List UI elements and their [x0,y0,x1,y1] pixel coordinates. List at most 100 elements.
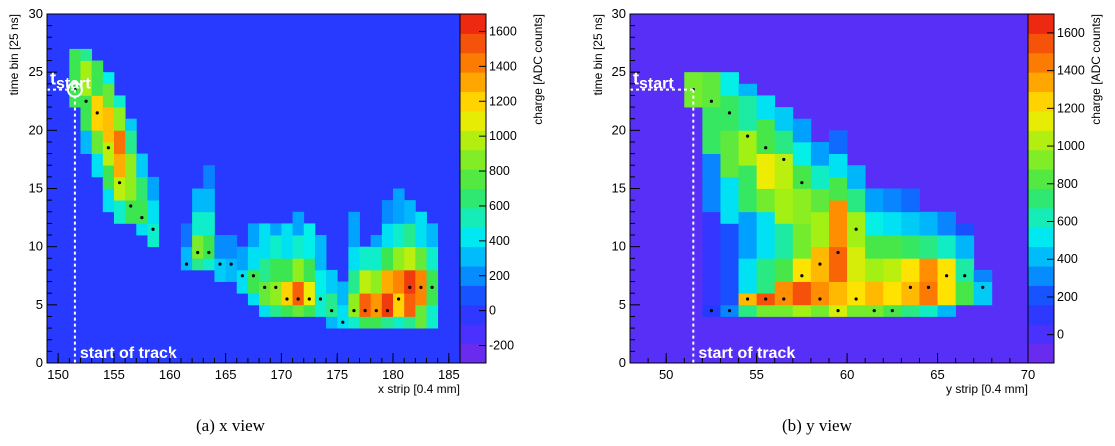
heatmap-cell [810,141,830,166]
heatmap-cell [91,153,104,178]
heatmap-cell [810,188,830,213]
heatmap-cell [270,304,282,317]
heatmap-cell [69,48,81,108]
heatmap-cell [756,304,776,317]
heatmap-cell [192,188,204,213]
x-tick-label: 175 [326,367,348,382]
colorbar-segment [460,266,486,286]
heatmap-cell [337,281,349,306]
heatmap-cell [901,281,920,306]
colorbar-segment [1028,343,1054,364]
caption-b: (b) y view [782,416,852,435]
heatmap-cell [236,246,249,271]
y-tick-label: 25 [29,64,43,79]
heatmap-cell [919,304,938,317]
heatmap-cell [359,269,372,294]
heatmap-cell [113,176,126,201]
heatmap-cell [370,269,383,294]
track-point [430,285,434,289]
track-point [944,274,949,278]
colorbar-tick-label: 0 [489,304,496,318]
heatmap-cell [113,95,126,108]
y-tick-label: 5 [619,297,626,312]
y-tick-label: 15 [612,181,626,196]
heatmap-cell [883,188,902,213]
colorbar-segment [1028,52,1054,73]
track-point [854,297,858,301]
colorbar-tick-label: 1000 [1057,139,1085,153]
colorbar-segment [1028,110,1054,131]
heatmap-cell [404,246,416,271]
heatmap-cell [348,316,360,329]
y-tick-label: 30 [29,6,43,21]
heatmap-cell [901,304,920,317]
x-tick-label: 170 [271,367,293,382]
colorbar-segment [460,188,486,209]
track-point [890,309,894,313]
colorbar-tick-label: 400 [489,234,510,248]
x-tick-label: 60 [840,367,854,382]
track-point [106,146,110,150]
heatmap-cell [80,60,93,96]
heatmap-cell [720,72,739,96]
heatmap-cell [359,246,372,271]
colorbar-segment [460,285,486,306]
track-point [207,250,211,255]
colorbar-segment [460,304,486,325]
heatmap-cell [348,211,360,248]
heatmap-cell [292,235,305,259]
heatmap-cell [113,153,126,178]
heatmap-cell [901,258,920,282]
colorbar-tick-label: 1000 [489,129,517,143]
heatmap-cell [738,95,758,131]
track-point [764,297,768,301]
track-point [727,309,732,313]
colorbar-label: charge [ADC counts] [1089,14,1103,125]
colorbar-tick-label: -200 [489,339,514,353]
heatmap-cell [426,304,439,329]
heatmap-cell [247,246,260,271]
colorbar-segment [1028,227,1054,248]
heatmap-cell [720,176,739,224]
track-point [318,297,323,301]
colorbar-tick-label: 800 [1057,177,1078,191]
colorbar-tick-label: 600 [1057,215,1078,229]
colorbar-segment [460,149,486,170]
colorbar-tick-label: 800 [489,164,510,178]
y-tick-label: 5 [36,297,43,312]
heatmap-cell [125,130,137,154]
heatmap-cell [80,95,93,131]
heatmap-cell [203,165,215,189]
heatmap-cell [136,223,148,236]
track-point [782,297,786,301]
x-tick-label: 160 [159,367,181,382]
heatmap-cell [738,165,758,213]
track-point [872,309,876,313]
heatmap-cell [404,316,416,329]
colorbar-segment [460,227,486,248]
colorbar-segment [1028,285,1054,306]
colorbar-segment [460,110,486,131]
heatmap-cell [865,281,884,306]
heatmap-cell [937,304,957,317]
heatmap-cell [247,293,260,306]
colorbar-tick-label: 1600 [489,24,517,38]
heatmap-cell [973,269,993,282]
heatmap-cell [756,95,776,120]
heatmap-cell [720,130,739,178]
x-tick-label: 180 [382,367,404,382]
heatmap-cell [225,235,238,259]
track-point [251,274,256,278]
heatmap-cell [774,130,794,154]
heatmap-cell [937,235,957,259]
track-point [800,181,804,185]
heatmap-cell [702,72,721,108]
heatmap-cell [203,235,215,259]
heatmap-cell [919,281,938,306]
heatmap-cell [370,316,383,329]
heatmap-cell [303,223,316,259]
heatmap-cell [810,165,830,189]
track-point [818,297,822,301]
colorbar-segment [1028,304,1054,325]
heatmap-cell [774,188,794,224]
